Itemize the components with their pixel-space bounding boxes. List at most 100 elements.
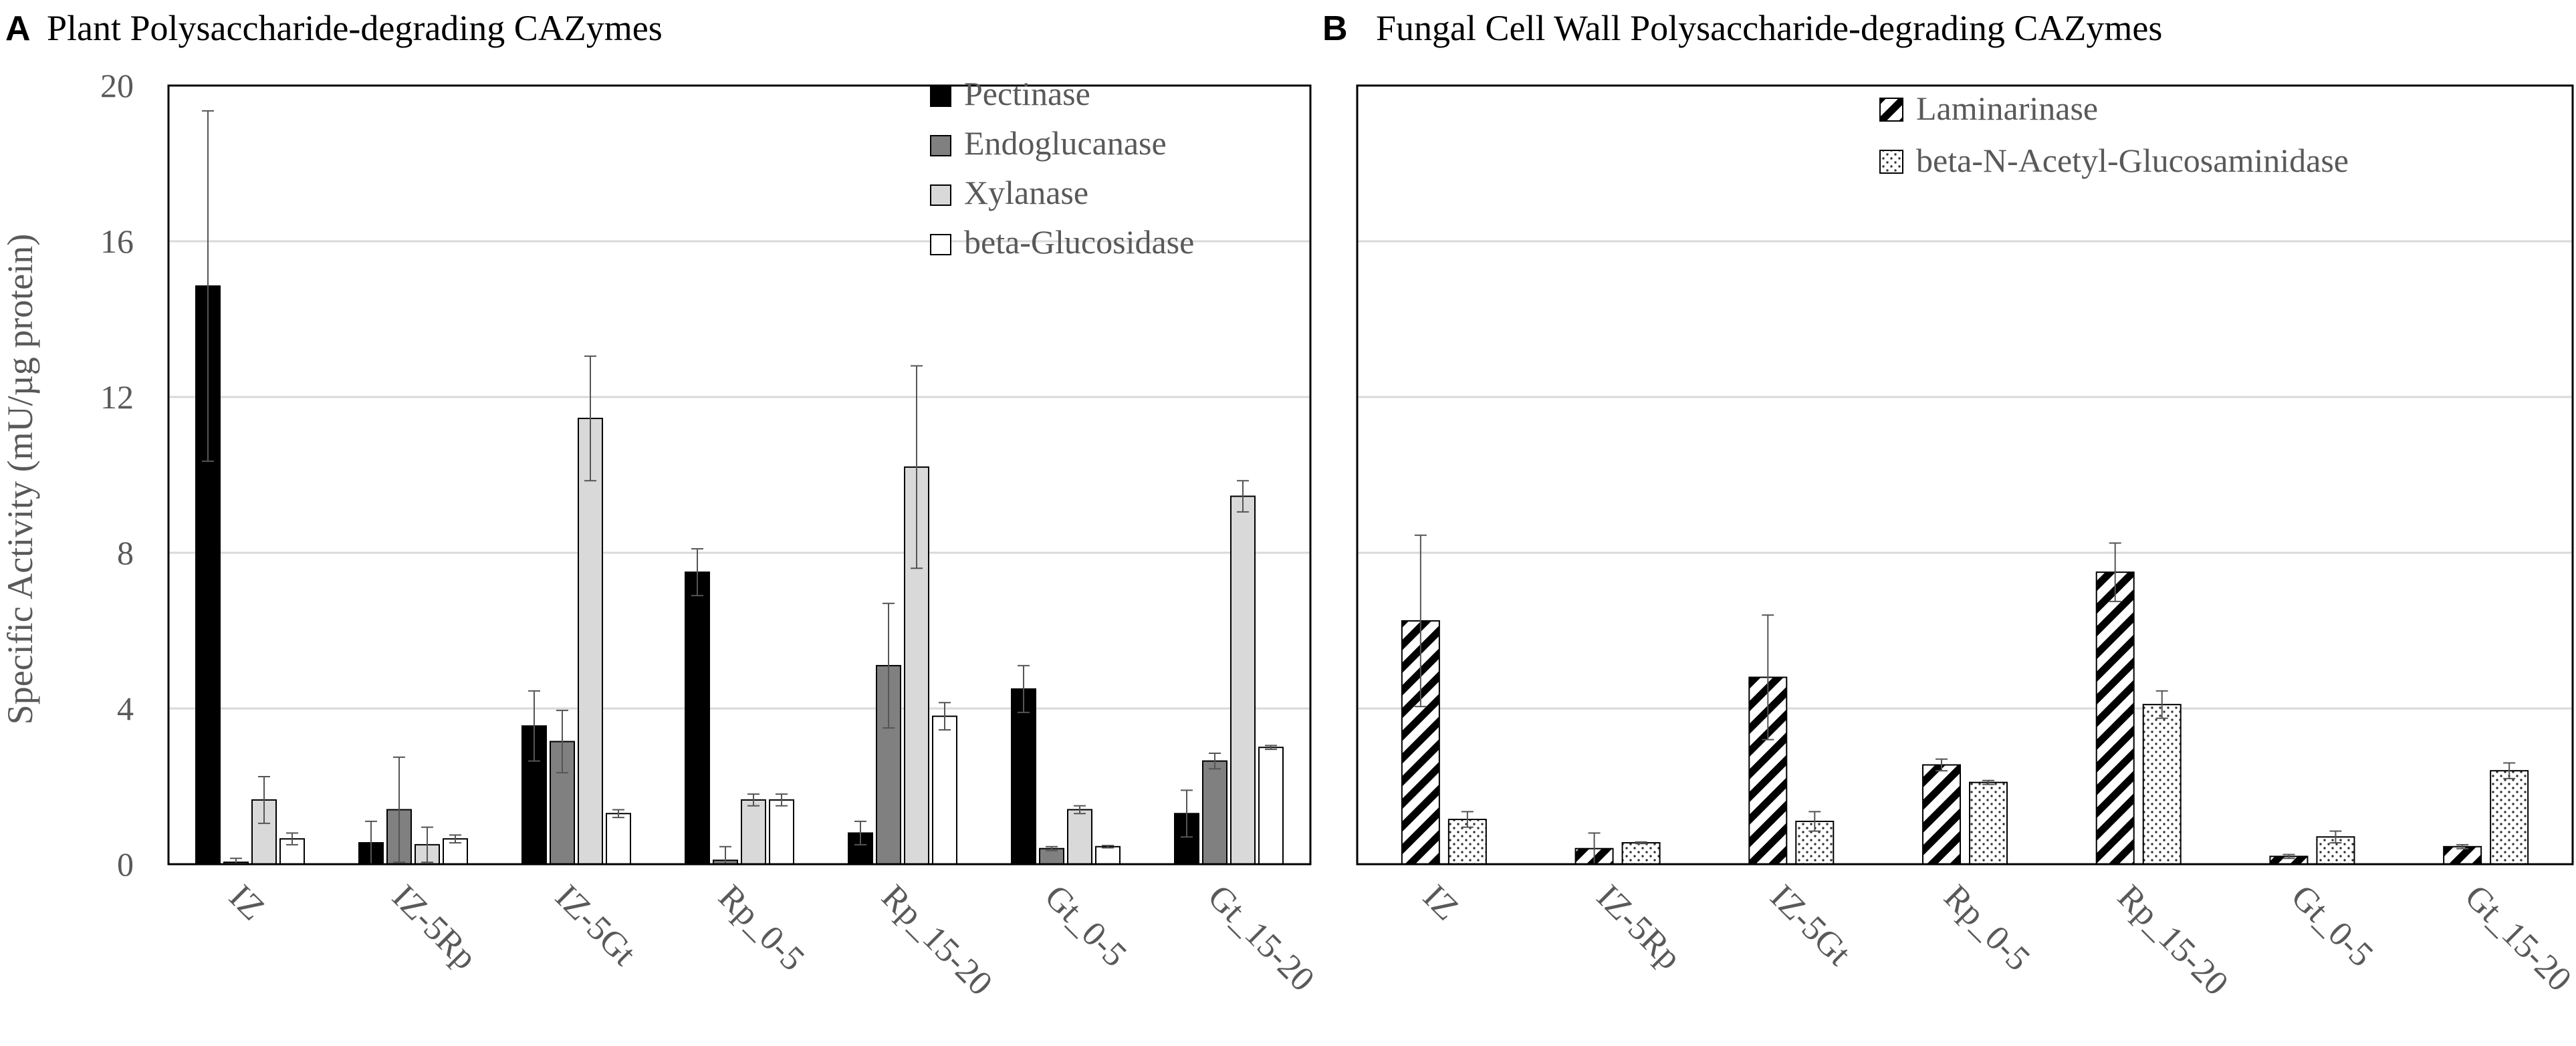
error-bar-pectinase-gt-0-5 [1018, 664, 1030, 713]
x-tick-label-gt-15-20: Gt_15-20 [1201, 878, 1322, 999]
error-bar-beta-glucosidase-iz-5rp [449, 834, 461, 843]
bar-beta-n-acetyl-glucosaminidase-gt-15-20 [2490, 770, 2529, 865]
error-bar-xylanase-rp-15-20 [911, 365, 923, 569]
error-bar-pectinase-iz-5gt [528, 690, 540, 762]
bar-beta-glucosidase-gt-15-20 [1258, 747, 1284, 865]
error-bar-endoglucanase-gt-15-20 [1209, 752, 1221, 770]
error-bar-laminarinase-gt-0-5 [2282, 854, 2295, 860]
y-tick-label-8: 8 [117, 534, 134, 571]
legend-label-beta-glucosidase: beta-Glucosidase [964, 223, 1194, 261]
error-bar-xylanase-iz [258, 775, 270, 824]
panel-a: A Plant Polysaccharide-degrading CAZymes… [5, 8, 1322, 1003]
x-tick-label-rp-0-5: Rp_0-5 [1937, 878, 2038, 978]
legend-swatch-laminarinase [1879, 98, 1903, 122]
error-bar-xylanase-rp-0-5 [747, 793, 759, 807]
error-bar-beta-glucosidase-rp-15-20 [939, 702, 951, 731]
error-bar-laminarinase-iz-5gt [1762, 614, 1774, 741]
error-bar-beta-n-acetyl-glucosaminidase-iz [1461, 811, 1474, 828]
x-tick-label-iz-5rp: IZ-5Rp [385, 878, 485, 977]
y-tick-label-12: 12 [100, 378, 134, 416]
error-bar-laminarinase-rp-15-20 [2109, 542, 2121, 602]
legend-swatch-beta-glucosidase [930, 234, 951, 255]
error-bar-beta-n-acetyl-glucosaminidase-gt-0-5 [2329, 830, 2342, 843]
error-bar-xylanase-gt-0-5 [1074, 805, 1086, 815]
panel-a-letter: A [5, 9, 31, 48]
bar-beta-n-acetyl-glucosaminidase-iz-5rp [1621, 841, 1661, 866]
error-bar-beta-n-acetyl-glucosaminidase-iz-5gt [1808, 811, 1821, 832]
error-bar-endoglucanase-gt-0-5 [1046, 845, 1058, 852]
panel-b-letter: B [1322, 9, 1348, 48]
bar-beta-glucosidase-rp-15-20 [932, 715, 957, 866]
bar-laminarinase-rp-15-20 [2095, 571, 2135, 865]
x-tick-label-gt-0-5: Gt_0-5 [1038, 878, 1134, 974]
panel-a-bars [195, 285, 1284, 866]
panel-b-x-ticks: IZ IZ-5Rp IZ-5Gt Rp_0-5 Rp_15-20 Gt_0-5 Gt_15-… [1415, 878, 2576, 1003]
bar-beta-glucosidase-rp-0-5 [769, 799, 794, 865]
error-bar-laminarinase-rp-0-5 [1936, 758, 1948, 772]
legend-label-laminarinase: Laminarinase [1916, 90, 2098, 127]
error-bar-xylanase-iz-5rp [421, 826, 433, 864]
panel-a-legend: Pectinase Endoglucanase Xylanase beta-Gluco… [930, 75, 1194, 261]
x-tick-label-rp-15-20: Rp_15-20 [874, 878, 1000, 1003]
panel-b: B Fungal Cell Wall Polysaccharide-degrad… [1322, 8, 2576, 1003]
error-bar-beta-n-acetyl-glucosaminidase-gt-15-20 [2503, 762, 2516, 779]
bar-laminarinase-rp-0-5 [1922, 764, 1961, 866]
x-tick-label-rp-0-5: Rp_0-5 [711, 878, 812, 978]
bar-beta-n-acetyl-glucosaminidase-rp-0-5 [1969, 781, 2008, 866]
bar-beta-n-acetyl-glucosaminidase-rp-15-20 [2142, 704, 2182, 866]
legend-label-beta-n-acetyl-glucosaminidase: beta-N-Acetyl-Glucosaminidase [1916, 142, 2349, 179]
legend-label-endoglucanase: Endoglucanase [964, 124, 1167, 162]
panel-a-plot-frame [167, 84, 1312, 866]
panel-a-error-bars [202, 110, 1277, 865]
x-tick-label-iz-5rp: IZ-5Rp [1589, 878, 1689, 977]
legend-label-pectinase: Pectinase [964, 75, 1090, 112]
bar-beta-glucosidase-gt-0-5 [1095, 845, 1121, 865]
legend-swatch-beta-n-acetyl-glucosaminidase [1879, 150, 1903, 174]
x-tick-label-rp-15-20: Rp_15-20 [2110, 878, 2235, 1003]
x-tick-label-iz: IZ [1415, 878, 1466, 928]
bar-pectinase-rp-0-5 [685, 571, 710, 865]
panel-b-plot-frame [1356, 84, 2574, 866]
x-tick-label-gt-0-5: Gt_0-5 [2284, 878, 2380, 974]
y-tick-label-16: 16 [100, 223, 134, 260]
panel-b-legend: Laminarinase beta-N-Acetyl-Glucosaminidas… [1879, 90, 2349, 179]
error-bar-beta-n-acetyl-glucosaminidase-rp-0-5 [1982, 779, 1994, 785]
error-bar-beta-glucosidase-iz-5gt [612, 809, 624, 819]
bar-xylanase-gt-15-20 [1230, 495, 1256, 865]
panel-a-title: Plant Polysaccharide-degrading CAZymes [47, 8, 663, 48]
error-bar-pectinase-rp-0-5 [691, 548, 703, 597]
panel-b-title: Fungal Cell Wall Polysaccharide-degradin… [1376, 8, 2162, 48]
error-bar-pectinase-gt-15-20 [1181, 789, 1193, 838]
bar-xylanase-rp-0-5 [741, 799, 766, 865]
bar-laminarinase-gt-15-20 [2443, 845, 2482, 865]
bar-beta-n-acetyl-glucosaminidase-iz-5gt [1795, 820, 1835, 866]
y-tick-label-20: 20 [100, 67, 134, 104]
bar-endoglucanase-gt-15-20 [1202, 760, 1227, 865]
bar-beta-glucosidase-iz-5gt [606, 813, 631, 866]
y-tick-label-0: 0 [117, 845, 134, 883]
legend-label-xylanase: Xylanase [964, 174, 1088, 211]
error-bar-beta-n-acetyl-glucosaminidase-rp-15-20 [2155, 690, 2168, 719]
y-axis-label: Specific Activity (mU/µg protein) [0, 234, 40, 725]
error-bar-beta-glucosidase-iz [286, 832, 298, 845]
error-bar-laminarinase-gt-15-20 [2456, 843, 2469, 849]
bar-xylanase-gt-0-5 [1067, 809, 1092, 865]
legend-swatch-pectinase [930, 86, 951, 107]
error-bar-beta-glucosidase-gt-0-5 [1102, 845, 1114, 849]
y-tick-label-4: 4 [117, 690, 134, 727]
x-tick-label-iz: IZ [222, 878, 272, 928]
legend-swatch-xylanase [930, 184, 951, 206]
error-bar-beta-glucosidase-rp-0-5 [776, 793, 788, 807]
panel-b-bars [1401, 571, 2529, 866]
error-bar-beta-glucosidase-gt-15-20 [1265, 745, 1277, 751]
panel-b-error-bars [1414, 534, 2516, 865]
error-bar-pectinase-iz [202, 110, 214, 463]
error-bar-endoglucanase-rp-15-20 [883, 602, 895, 729]
panel-a-gridlines [168, 240, 1310, 710]
error-bar-laminarinase-iz [1414, 534, 1427, 708]
panel-b-gridlines [1357, 240, 2573, 710]
error-bar-xylanase-gt-15-20 [1237, 480, 1249, 513]
bar-pectinase-gt-0-5 [1011, 688, 1036, 865]
x-tick-label-iz-5gt: IZ-5Gt [548, 878, 644, 973]
